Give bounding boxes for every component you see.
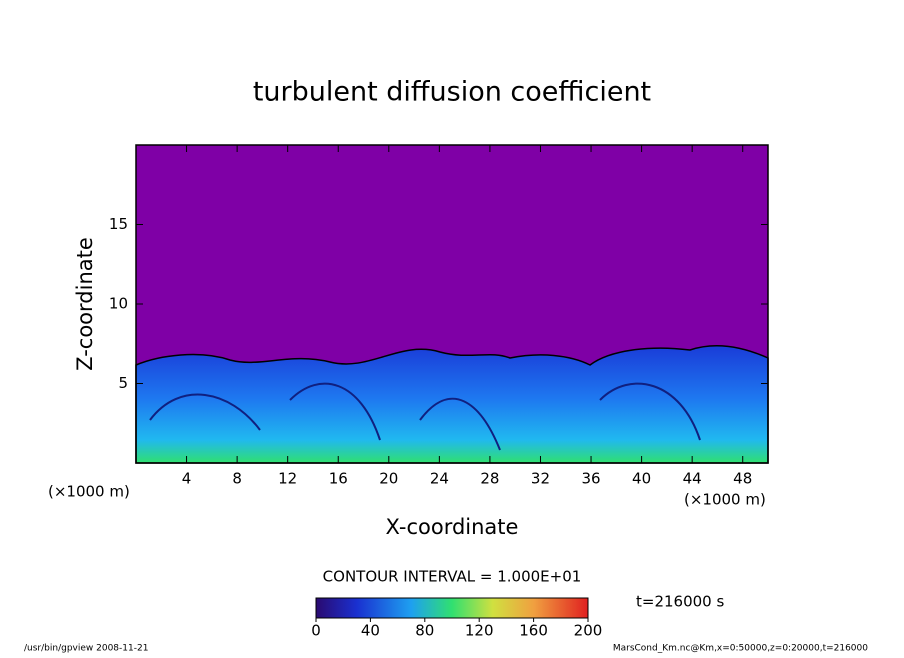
x-tick-label: 8 <box>232 470 242 488</box>
contour-line <box>149 382 701 451</box>
x-tick-label: 12 <box>278 470 297 488</box>
colorbar-tick-label: 80 <box>415 622 434 640</box>
colorbar-tick-label: 160 <box>519 622 548 640</box>
footer-left: /usr/bin/gpview 2008-11-21 <box>24 644 148 654</box>
y-unit: (×1000 m) <box>48 483 130 501</box>
colorbar-tick-label: 200 <box>574 622 603 640</box>
x-tick-label: 48 <box>733 470 752 488</box>
colorbar-tick-label: 0 <box>311 622 321 640</box>
y-tick-label: 5 <box>118 374 128 392</box>
chart-title: turbulent diffusion coefficient <box>253 77 651 108</box>
x-unit: (×1000 m) <box>684 491 766 509</box>
time-label: t=216000 s <box>636 593 724 611</box>
contour-interval: CONTOUR INTERVAL = 1.000E+01 <box>323 568 582 586</box>
y-tick-label: 10 <box>109 295 128 313</box>
field-region <box>135 345 769 464</box>
colorbar <box>315 597 589 619</box>
x-tick-label: 28 <box>480 470 499 488</box>
footer-right: MarsCond_Km.nc@Km,x=0:50000,z=0:20000,t=… <box>613 644 868 654</box>
colorbar-tick-label: 120 <box>465 622 494 640</box>
x-tick-label: 36 <box>581 470 600 488</box>
x-axis-label: X-coordinate <box>386 515 519 539</box>
x-tick-label: 16 <box>329 470 348 488</box>
x-tick-label: 24 <box>430 470 449 488</box>
colorbar-tick-label: 40 <box>361 622 380 640</box>
x-tick-label: 4 <box>182 470 192 488</box>
x-tick-label: 32 <box>531 470 550 488</box>
x-tick-label: 40 <box>632 470 651 488</box>
x-tick-label: 44 <box>683 470 702 488</box>
y-axis-label: Z-coordinate <box>73 237 97 371</box>
x-tick-label: 20 <box>379 470 398 488</box>
y-tick-label: 15 <box>109 215 128 233</box>
